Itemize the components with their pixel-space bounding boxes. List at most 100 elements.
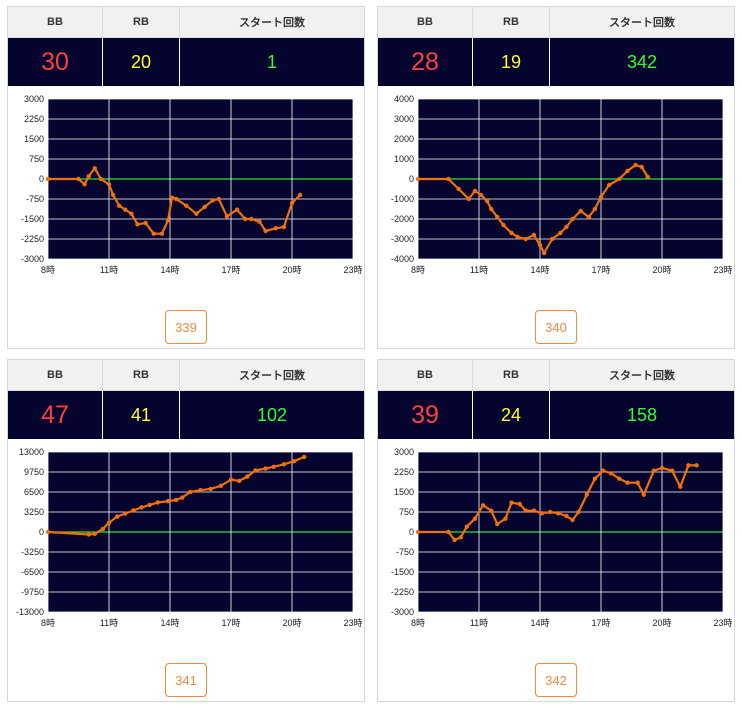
stats-header-row: BB RB スタート回数 <box>8 7 364 38</box>
data-point <box>139 505 144 510</box>
data-point <box>639 164 644 170</box>
data-point <box>45 529 51 535</box>
machine-number-button[interactable]: 342 <box>535 663 577 697</box>
data-point <box>100 526 106 532</box>
data-point <box>617 176 622 182</box>
data-point <box>558 230 563 236</box>
data-point <box>86 174 91 179</box>
data-point <box>651 468 657 473</box>
bb-count: 39 <box>378 391 473 439</box>
y-tick-label: -750 <box>26 194 44 204</box>
data-point <box>165 499 171 504</box>
bb-header: BB <box>8 360 103 390</box>
x-tick-label: 20時 <box>652 265 671 275</box>
y-tick-label: 0 <box>39 174 44 184</box>
data-point <box>273 226 278 231</box>
stats-value-row: 39 24 158 <box>378 391 734 439</box>
data-point <box>291 459 297 464</box>
stats-value-row: 28 19 342 <box>378 38 734 86</box>
data-point <box>531 508 537 513</box>
start-count-header: スタート回数 <box>609 17 675 29</box>
y-tick-label: -3000 <box>391 607 414 617</box>
data-point <box>234 207 240 212</box>
data-point <box>509 230 514 236</box>
data-point <box>198 487 203 493</box>
data-point <box>131 508 136 513</box>
y-tick-label: -6500 <box>21 567 44 577</box>
stats-header-row: BB RB スタート回数 <box>378 360 734 391</box>
data-point <box>625 168 630 174</box>
data-point <box>484 198 490 204</box>
y-tick-label: 4000 <box>394 94 414 104</box>
data-point <box>151 231 156 236</box>
y-tick-label: 750 <box>399 507 414 517</box>
data-point <box>578 208 583 214</box>
stats-header-row: BB RB スタート回数 <box>378 7 734 38</box>
data-point <box>678 484 683 489</box>
stats-value-row: 30 20 1 <box>8 38 364 86</box>
y-tick-label: 3000 <box>394 114 414 124</box>
x-tick-label: 14時 <box>530 265 549 275</box>
y-tick-label: 2000 <box>394 134 414 144</box>
x-tick-label: 8時 <box>411 618 425 628</box>
data-point <box>576 509 581 515</box>
rb-count: 19 <box>473 38 550 86</box>
bb-header: BB <box>378 360 473 390</box>
data-point <box>45 176 51 182</box>
data-point <box>550 236 555 242</box>
data-point <box>472 516 478 521</box>
x-tick-label: 23時 <box>343 618 362 628</box>
data-point <box>489 508 494 513</box>
machine-number-button[interactable]: 341 <box>165 663 207 697</box>
slump-chart: 13000 9750 6500 3250 0 -3250 -6500 -9750 -130008… <box>16 447 363 628</box>
data-point <box>584 492 589 497</box>
data-point <box>537 242 543 248</box>
data-point <box>541 250 547 256</box>
data-point <box>503 516 508 521</box>
data-point <box>123 511 128 516</box>
data-point <box>564 513 569 519</box>
machine-card: BB RB スタート回数 28 19 342 340 4000 3000 2000 1… <box>377 6 735 349</box>
data-point <box>106 182 112 187</box>
start-count-header: スタート回数 <box>239 17 305 29</box>
y-tick-label: -9750 <box>21 587 44 597</box>
data-point <box>694 463 699 468</box>
data-point <box>297 192 303 198</box>
x-tick-label: 14時 <box>530 618 549 628</box>
data-point <box>271 464 276 469</box>
data-point <box>452 537 457 543</box>
start-count-header: スタート回数 <box>609 370 675 382</box>
data-point <box>489 206 494 212</box>
data-point <box>641 492 646 497</box>
data-point <box>592 476 598 481</box>
x-tick-label: 11時 <box>470 618 488 628</box>
y-tick-label: 3000 <box>394 447 414 457</box>
data-point <box>592 206 598 212</box>
data-point <box>92 166 97 171</box>
start-count: 102 <box>256 404 288 425</box>
data-point <box>564 224 569 230</box>
data-point <box>173 196 179 202</box>
data-point <box>645 174 650 180</box>
start-count-header: スタート回数 <box>239 370 305 382</box>
data-point <box>472 188 478 194</box>
x-tick-label: 8時 <box>411 265 425 275</box>
data-point <box>257 219 262 224</box>
data-point <box>210 198 215 203</box>
rb-count: 20 <box>103 38 180 86</box>
data-point <box>570 517 575 523</box>
data-point <box>415 529 421 535</box>
data-point <box>253 468 258 473</box>
data-point <box>135 222 140 227</box>
x-tick-label: 23時 <box>343 265 362 275</box>
machine-number-button[interactable]: 339 <box>165 310 207 344</box>
y-tick-label: -13000 <box>16 607 44 617</box>
stats-header-row: BB RB スタート回数 <box>8 360 364 391</box>
data-point <box>509 500 514 505</box>
machine-number-button[interactable]: 340 <box>535 310 577 344</box>
bb-count: 28 <box>378 38 473 86</box>
x-tick-label: 17時 <box>591 618 610 628</box>
rb-header: RB <box>473 360 550 390</box>
data-point <box>523 508 528 513</box>
